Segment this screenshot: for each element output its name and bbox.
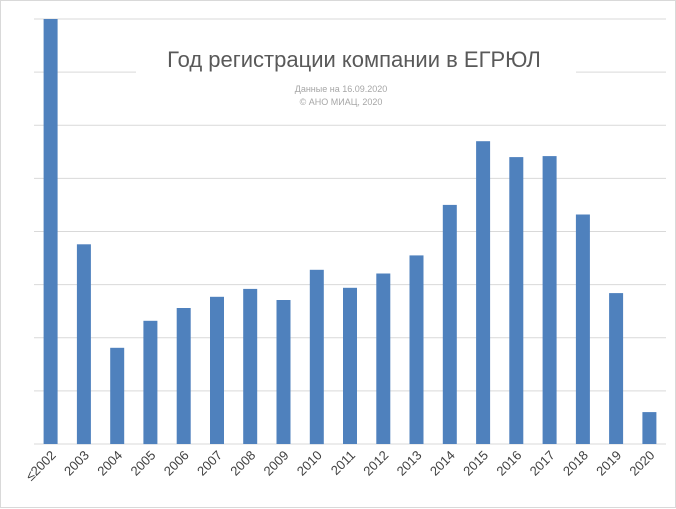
bar-11 bbox=[409, 255, 424, 444]
x-tick-label: 2007 bbox=[194, 448, 225, 479]
bar-9 bbox=[343, 287, 357, 444]
x-tick-label: 2009 bbox=[261, 448, 292, 479]
bar-10 bbox=[376, 273, 391, 444]
bar-3 bbox=[143, 320, 158, 445]
x-tick-label: 2003 bbox=[61, 448, 92, 479]
x-tick-label: ≤2002 bbox=[23, 448, 59, 484]
bar-2 bbox=[110, 347, 125, 444]
bar-6 bbox=[243, 288, 258, 444]
x-tick-label: 2006 bbox=[161, 448, 192, 479]
x-tick-label: 2019 bbox=[593, 448, 624, 479]
chart-subtitle-date: Данные на 16.09.2020 bbox=[295, 84, 388, 94]
bar-7 bbox=[276, 300, 291, 444]
x-tick-label: 2020 bbox=[626, 448, 657, 479]
x-tick-label: 2010 bbox=[294, 448, 325, 479]
x-tick-label: 2005 bbox=[127, 448, 158, 479]
bar-16 bbox=[575, 214, 590, 444]
bar-1 bbox=[76, 244, 91, 445]
x-axis-labels: ≤2002 2003 2004 2005 2006 2007 2008 2009 2010 201… bbox=[23, 448, 658, 484]
bar-18 bbox=[642, 412, 657, 444]
chart-title: Год регистрации компании в ЕГРЮЛ bbox=[167, 47, 541, 72]
x-tick-label: 2008 bbox=[227, 448, 258, 479]
bar-8 bbox=[309, 269, 324, 445]
bar-13 bbox=[476, 141, 491, 444]
x-tick-label: 2014 bbox=[427, 448, 458, 479]
bar-4 bbox=[176, 308, 191, 444]
bar-12 bbox=[442, 204, 457, 444]
chart-subtitle-copyright: © АНО МИАЦ, 2020 bbox=[300, 97, 383, 107]
bar-15 bbox=[542, 156, 557, 444]
x-tick-label: 2004 bbox=[94, 448, 125, 479]
title-background bbox=[136, 41, 576, 77]
bar-5 bbox=[210, 296, 224, 444]
bar-17 bbox=[609, 293, 624, 444]
x-tick-label: 2017 bbox=[527, 448, 558, 479]
x-tick-label: 2011 bbox=[328, 448, 358, 478]
x-tick-label: 2016 bbox=[493, 448, 524, 479]
x-tick-label: 2013 bbox=[394, 448, 425, 479]
bars bbox=[43, 19, 657, 445]
bar-14 bbox=[509, 157, 524, 444]
bar-0 bbox=[43, 19, 58, 444]
x-tick-label: 2012 bbox=[360, 448, 391, 479]
x-tick-label: 2018 bbox=[560, 448, 591, 479]
x-tick-label: 2015 bbox=[460, 448, 491, 479]
